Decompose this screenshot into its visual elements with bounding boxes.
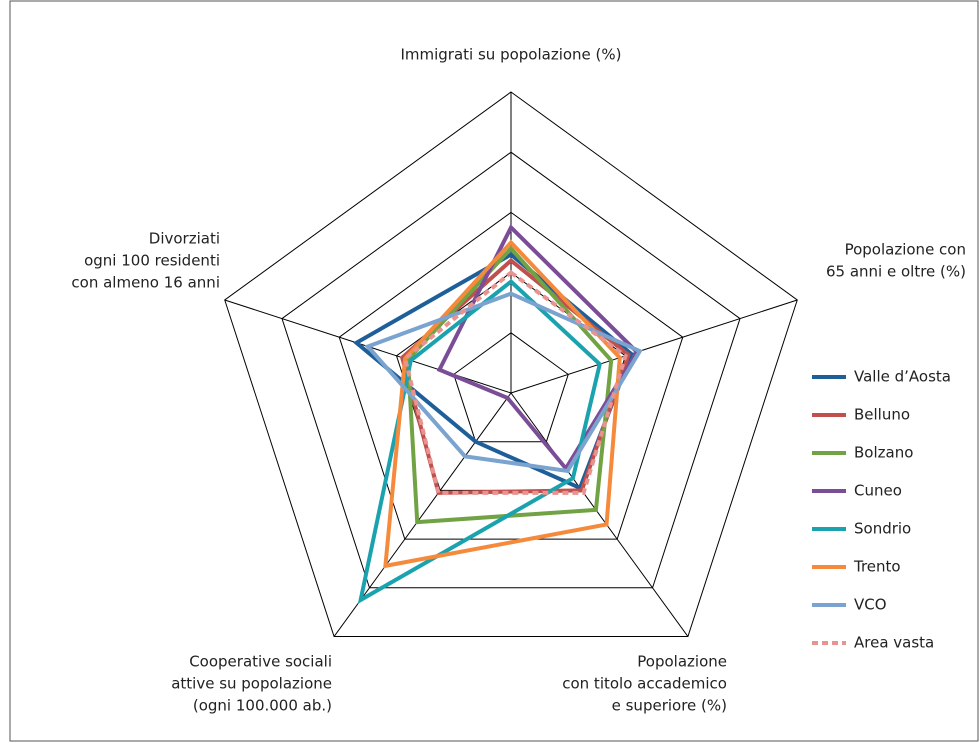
grid-ring [281, 151, 741, 589]
axis-label: con titolo accademico [562, 675, 727, 693]
axis-label: Cooperative sociali [189, 653, 332, 671]
axis-label: con almeno 16 anni [71, 274, 220, 292]
series-line [436, 224, 640, 472]
legend-label: Belluno [854, 406, 910, 424]
axis-label: Divorziati [149, 230, 220, 248]
spoke [510, 392, 689, 637]
axis-label: Immigrati su popolazione (%) [400, 46, 621, 64]
axis-label: Popolazione con [845, 241, 966, 259]
legend-label: Sondrio [854, 520, 911, 538]
grid-ring [338, 211, 684, 540]
legend-label: Cuneo [854, 482, 902, 500]
frame [9, 0, 979, 742]
grid-ring [453, 332, 569, 443]
axis-label: (ogni 100.000 ab.) [193, 697, 332, 715]
legend-label: Trento [853, 558, 901, 576]
axis-label: ogni 100 residenti [84, 252, 220, 270]
spoke [333, 392, 512, 637]
axis-label: Popolazione [637, 653, 727, 671]
series-line [402, 270, 628, 495]
spoke [510, 299, 798, 394]
legend-label: Bolzano [854, 444, 913, 462]
series-line [364, 291, 643, 474]
axis-label: attive su popolazione [171, 675, 332, 693]
grid-ring [224, 91, 798, 638]
axis-label: 65 anni e oltre (%) [826, 263, 966, 281]
legend-label: VCO [854, 596, 887, 614]
axis-label: e superiore (%) [612, 697, 727, 715]
legend-label: Valle d’Aosta [854, 368, 951, 386]
legend-label: Area vasta [854, 634, 934, 652]
series-line [357, 278, 602, 604]
